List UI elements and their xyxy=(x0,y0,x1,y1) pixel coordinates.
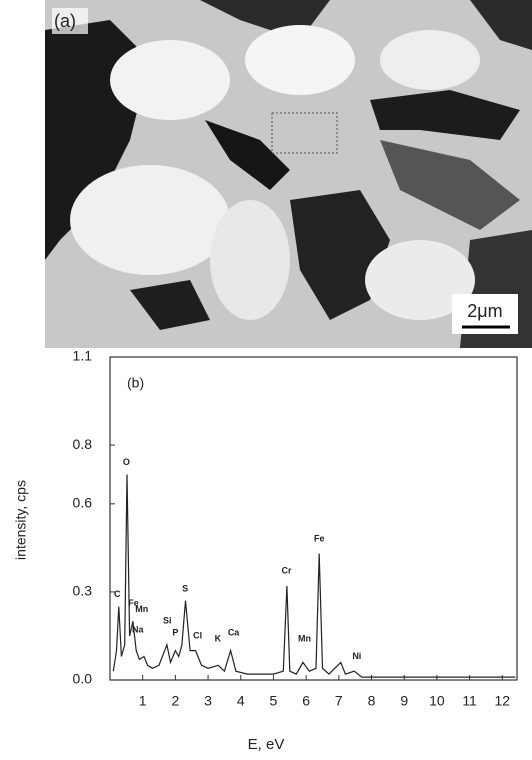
y-tick-label: 0.0 xyxy=(73,671,93,687)
y-tick-label: 0.6 xyxy=(73,495,93,511)
y-axis-label: intensity, cps xyxy=(13,480,29,560)
peak-label: Ni xyxy=(352,651,361,661)
plot-frame xyxy=(109,356,518,681)
x-tick-label: 3 xyxy=(204,693,212,709)
x-tick-label: 7 xyxy=(335,693,343,709)
x-tick-label: 1 xyxy=(139,693,147,709)
peak-label: K xyxy=(215,633,222,643)
x-tick-label: 4 xyxy=(237,693,245,709)
peak-label: Mn xyxy=(135,604,148,614)
y-tick-label: 0.8 xyxy=(73,436,93,452)
peak-label: Cl xyxy=(193,630,202,640)
x-tick-label: 6 xyxy=(302,693,310,709)
spectrum-line xyxy=(112,474,516,678)
peak-label: P xyxy=(172,627,178,637)
peak-label: O xyxy=(123,457,130,467)
panel-label: (a) xyxy=(54,11,76,31)
peak-label: C xyxy=(114,589,121,599)
peak-label: Ca xyxy=(228,627,240,637)
y-tick-label: 1.1 xyxy=(73,348,93,364)
x-tick-label: 8 xyxy=(368,693,376,709)
x-tick-label: 5 xyxy=(270,693,278,709)
scale-bar-label: 2μm xyxy=(467,301,502,321)
x-tick-label: 11 xyxy=(462,693,477,709)
y-tick-label: 0.3 xyxy=(73,583,93,599)
peak-label: S xyxy=(182,583,188,593)
peak-label: Si xyxy=(163,616,172,626)
peak-label: Mn xyxy=(298,633,311,643)
x-tick-label: 12 xyxy=(495,693,511,709)
panel-label: (b) xyxy=(127,375,144,391)
peak-label: Fe xyxy=(128,598,139,608)
peak-label: Fe xyxy=(314,533,325,543)
x-axis-label: E, eV xyxy=(248,736,285,753)
sem-image: (a) 2μm xyxy=(45,0,532,348)
x-tick-label: 10 xyxy=(429,693,445,709)
x-tick-label: 2 xyxy=(171,693,179,709)
peak-label: Na xyxy=(132,624,144,634)
peak-label: Cr xyxy=(282,566,292,576)
x-tick-label: 9 xyxy=(400,693,408,709)
